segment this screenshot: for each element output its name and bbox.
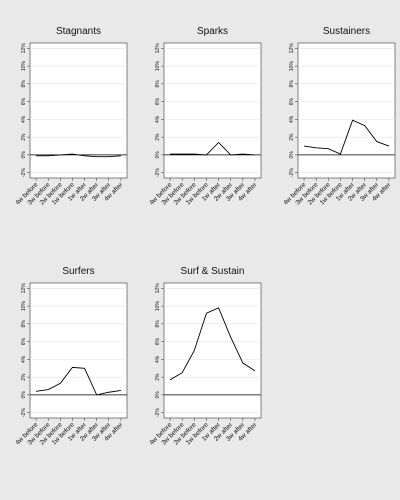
y-tick-label: 12% [289,43,295,54]
y-tick-label: 12% [21,283,27,294]
y-tick-label: 10% [289,61,295,72]
y-tick-label: -2% [155,408,161,417]
y-tick-label: -2% [21,408,27,417]
chart-title: Sparks [197,26,228,37]
y-tick-label: 10% [155,301,161,312]
chart-title: Surf & Sustain [181,266,245,277]
y-tick-label: 12% [155,283,161,294]
y-tick-label: 8% [21,80,27,88]
chart-title: Stagnants [56,26,101,37]
y-tick-label: 8% [289,80,295,88]
y-tick-label: 8% [155,320,161,328]
y-tick-label: 0% [21,151,27,159]
chart-title: Sustainers [323,26,370,37]
y-tick-label: 8% [155,80,161,88]
y-tick-label: 8% [21,320,27,328]
y-tick-label: 0% [289,151,295,159]
y-tick-label: -2% [21,168,27,177]
y-tick-label: 6% [155,97,161,105]
plot-area [29,282,128,419]
plot-area [297,42,396,179]
y-tick-label: -2% [155,168,161,177]
series-line [35,366,122,396]
y-tick-label: -2% [289,168,295,177]
y-tick-label: 10% [155,61,161,72]
y-tick-label: 2% [21,373,27,381]
y-tick-label: 10% [21,61,27,72]
y-tick-label: 6% [289,97,295,105]
plot-area [29,42,128,179]
y-tick-label: 6% [21,97,27,105]
y-tick-label: 6% [21,337,27,345]
series-line [169,307,256,381]
y-tick-label: 4% [21,115,27,123]
y-tick-label: 2% [155,133,161,141]
y-tick-label: 12% [21,43,27,54]
series-line [170,141,255,156]
y-tick-label: 12% [155,43,161,54]
y-tick-label: 4% [289,115,295,123]
series-line [303,119,390,155]
y-tick-label: 2% [21,133,27,141]
y-tick-label: 0% [155,391,161,399]
plot-area [163,282,262,419]
y-tick-label: 4% [155,355,161,363]
plot-area [163,42,262,179]
y-tick-label: 6% [155,337,161,345]
y-tick-label: 0% [155,151,161,159]
y-tick-label: 2% [289,133,295,141]
y-tick-label: 2% [155,373,161,381]
y-tick-label: 10% [21,301,27,312]
y-tick-label: 0% [21,391,27,399]
series-line [36,153,121,158]
chart-title: Surfers [62,266,94,277]
y-tick-label: 4% [21,355,27,363]
y-tick-label: 4% [155,115,161,123]
